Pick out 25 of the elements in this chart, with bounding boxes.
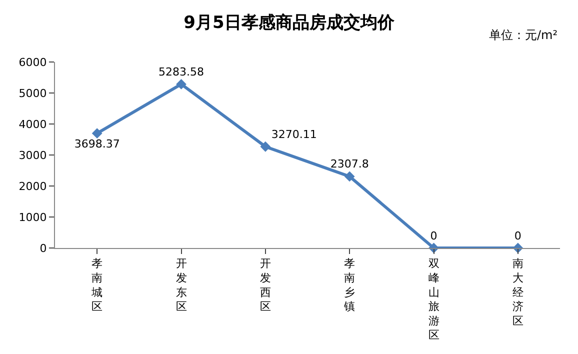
x-tick-label: 孝南乡镇 bbox=[343, 257, 356, 314]
y-tick-label: 3000 bbox=[18, 148, 47, 162]
x-tick-label: 双峰山旅游区 bbox=[428, 257, 440, 342]
point bbox=[344, 171, 355, 182]
x-tick-label: 开发西区 bbox=[260, 257, 271, 314]
y-tick-label: 4000 bbox=[18, 118, 47, 131]
data-label: 3698.37 bbox=[74, 138, 120, 151]
y-tick-label: 0 bbox=[40, 242, 47, 255]
data-label: 5283.58 bbox=[158, 65, 204, 78]
y-tick-label: 2000 bbox=[18, 180, 47, 193]
x-tick-label: 南大经济区 bbox=[512, 257, 524, 328]
point bbox=[92, 128, 102, 139]
x-tick-label: 开发东区 bbox=[176, 257, 187, 314]
data-label: 3270.11 bbox=[271, 128, 317, 141]
point bbox=[176, 79, 186, 90]
chart-title: 9月5日孝感商品房成交均价 bbox=[184, 12, 396, 33]
point bbox=[260, 141, 271, 152]
y-tick-label: 5000 bbox=[18, 86, 47, 100]
text: 单位：元/m² bbox=[489, 28, 558, 42]
y-tick-label: 6000 bbox=[18, 56, 47, 69]
data-label: 2307.8 bbox=[330, 158, 369, 171]
y-tick-label: 1000 bbox=[18, 210, 47, 224]
x-tick-label: 孝南城区 bbox=[90, 257, 103, 314]
data-label: 0 bbox=[430, 229, 438, 242]
data-label: 0 bbox=[514, 229, 522, 242]
